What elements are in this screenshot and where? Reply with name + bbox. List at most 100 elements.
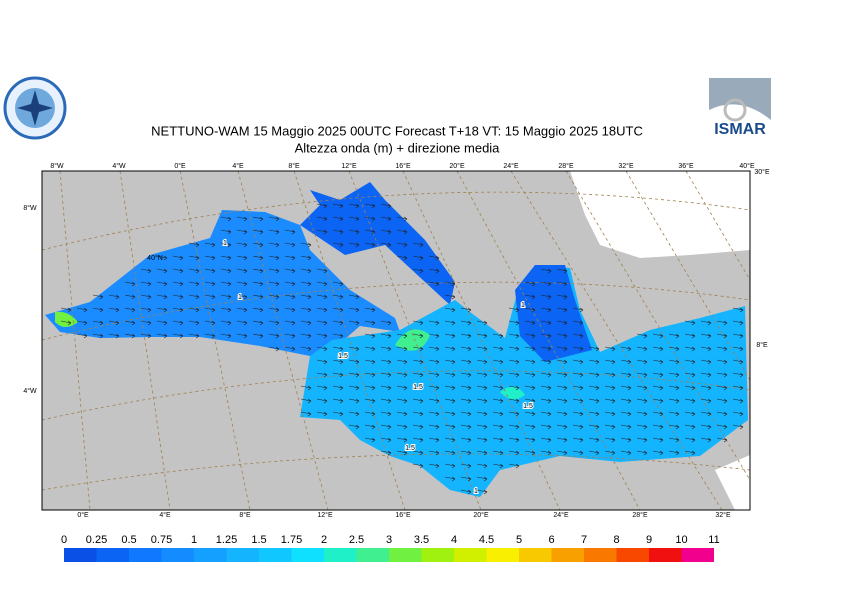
arrow — [588, 372, 600, 378]
arrow — [508, 372, 520, 378]
arrow — [204, 242, 216, 248]
arrow — [236, 281, 248, 287]
arrow — [348, 242, 360, 248]
arrow — [524, 333, 536, 339]
arrow — [412, 411, 424, 417]
arrow — [172, 294, 184, 300]
arrow — [684, 346, 696, 352]
arrow — [524, 320, 536, 326]
arrow — [236, 294, 248, 300]
arrow — [556, 359, 568, 365]
arrow — [492, 411, 504, 417]
arrow — [540, 372, 552, 378]
right-label: 8°E — [756, 341, 768, 349]
arrow — [460, 437, 472, 443]
arrow — [540, 424, 552, 430]
arrow — [316, 307, 328, 313]
arrow — [684, 437, 696, 443]
colorbar-label: 3.5 — [414, 534, 429, 546]
arrow — [220, 333, 232, 339]
arrow — [124, 294, 136, 300]
arrow — [556, 268, 568, 274]
arrow — [300, 320, 312, 326]
arrow — [492, 437, 504, 443]
arrow — [428, 450, 440, 456]
arrow — [652, 372, 664, 378]
arrow — [428, 424, 440, 430]
arrow — [700, 385, 712, 391]
arrow — [668, 346, 680, 352]
arrow — [332, 320, 344, 326]
arrow — [540, 281, 552, 287]
arrow — [396, 216, 408, 222]
top-lon-label: 4°W — [112, 162, 126, 170]
arrow — [444, 385, 456, 391]
arrow — [460, 489, 472, 495]
bottom-lon-label: 12°E — [317, 511, 333, 519]
arrow — [268, 242, 280, 248]
arrow — [540, 320, 552, 326]
arrow — [636, 437, 648, 443]
arrow — [668, 359, 680, 365]
arrow — [508, 450, 520, 456]
arrow — [332, 385, 344, 391]
arrow — [428, 411, 440, 417]
contour-label: 1.5 — [523, 403, 533, 410]
arrow — [300, 333, 312, 339]
arrow — [316, 359, 328, 365]
arrow — [396, 424, 408, 430]
contour-label: 1.5 — [338, 353, 348, 360]
left-logo — [3, 76, 67, 140]
arrow — [652, 424, 664, 430]
arrow — [476, 385, 488, 391]
arrow — [252, 255, 264, 261]
colorbar-label: 6 — [548, 534, 554, 546]
arrow — [284, 229, 296, 235]
arrow — [716, 372, 728, 378]
arrow — [412, 333, 424, 339]
arrow — [572, 372, 584, 378]
arrow — [508, 359, 520, 365]
arrow — [380, 398, 392, 404]
arrow — [332, 359, 344, 365]
arrow — [332, 346, 344, 352]
sea-west — [45, 210, 400, 356]
colorbar-box — [616, 548, 649, 562]
arrow — [268, 320, 280, 326]
arrow — [428, 255, 440, 261]
arrow — [316, 398, 328, 404]
arrow — [524, 450, 536, 456]
arrow — [524, 385, 536, 391]
arrow — [172, 281, 184, 287]
arrow — [300, 411, 312, 417]
arrow — [124, 307, 136, 313]
arrow — [732, 398, 744, 404]
arrow — [604, 385, 616, 391]
arrow — [220, 268, 232, 274]
arrow — [684, 333, 696, 339]
arrow — [700, 333, 712, 339]
arrow — [524, 294, 536, 300]
arrow — [684, 385, 696, 391]
arrow — [540, 398, 552, 404]
map-labels: 8°W 4°W 0°E 4°E 8°E 12°E 16°E 20°E 24°E 28°E 32°E 3… — [23, 162, 770, 519]
arrow — [716, 398, 728, 404]
arrow — [316, 346, 328, 352]
arrow — [220, 281, 232, 287]
arrow — [380, 385, 392, 391]
arrow — [396, 398, 408, 404]
arrow — [444, 307, 456, 313]
arrow — [252, 229, 264, 235]
arrow — [220, 255, 232, 261]
left-label: 8°W — [23, 204, 37, 212]
colorbar-box — [584, 548, 617, 562]
arrow — [716, 346, 728, 352]
arrow — [476, 437, 488, 443]
colorbar-label: 1 — [191, 534, 197, 546]
arrow — [284, 281, 296, 287]
arrow — [668, 411, 680, 417]
arrow — [620, 424, 632, 430]
arrow — [508, 307, 520, 313]
arrow — [636, 450, 648, 456]
arrow — [300, 346, 312, 352]
